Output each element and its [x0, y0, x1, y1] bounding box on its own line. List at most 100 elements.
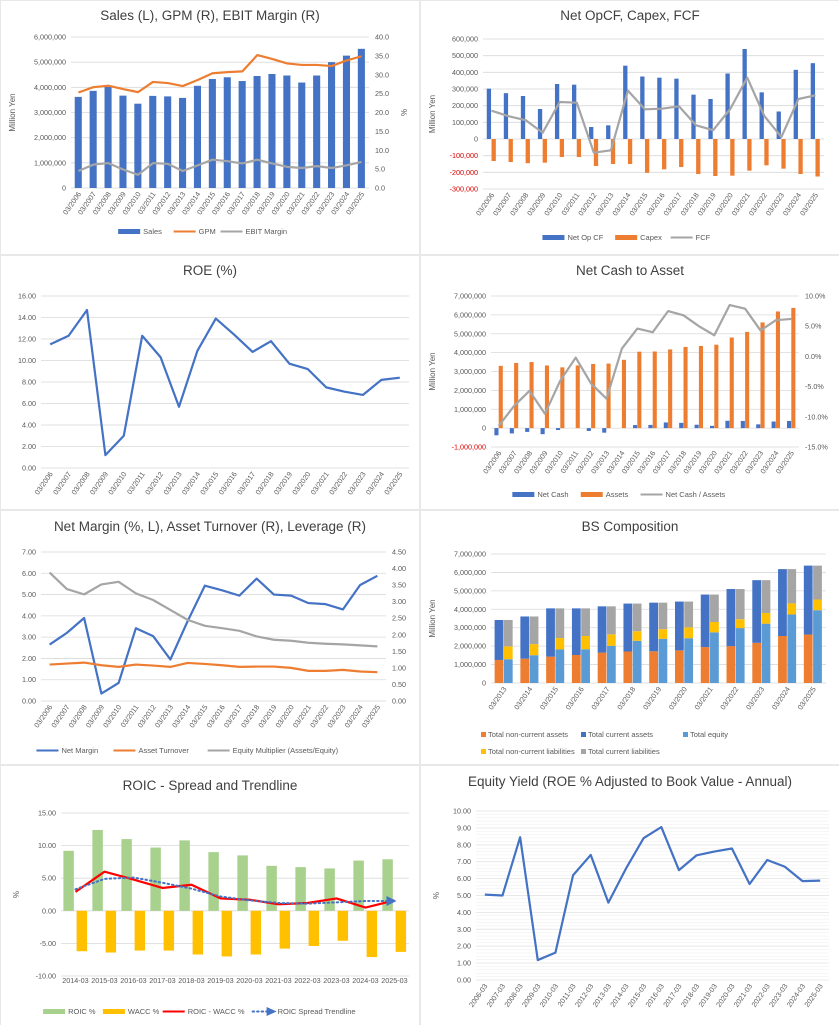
- bar-net-cash: [725, 420, 730, 429]
- bar-assets: [714, 344, 719, 429]
- bar-net-op-cf: [674, 78, 679, 139]
- chart-dupont: Net Margin (%, L), Asset Turnover (R), L…: [1, 511, 419, 764]
- y2-tick-label: 5.0: [375, 165, 385, 174]
- y-tick-label: 1.00: [457, 959, 471, 968]
- y-tick-label: -200,000: [450, 168, 478, 177]
- bar-total-current-assets: [778, 569, 787, 637]
- legend-label: Net Margin: [61, 746, 98, 755]
- bar-total-current-assets: [700, 594, 710, 648]
- y-tick-label: -100,000: [450, 151, 478, 160]
- bar-sales: [238, 81, 246, 188]
- y2-tick-label: 3.50: [392, 581, 406, 590]
- legend-label: GPM: [199, 227, 216, 236]
- bar-wacc-: [76, 910, 88, 952]
- y-tick-label: 4.00: [457, 908, 471, 917]
- bar-net-cash: [786, 420, 792, 429]
- x-tick-label: 03/2025: [360, 703, 382, 729]
- y-tick-label: 4.00: [22, 421, 36, 430]
- bar-assets: [591, 363, 596, 429]
- bar-wacc-: [395, 910, 407, 952]
- bar-total-equity: [658, 638, 668, 683]
- y-tick-label: 2.00: [457, 942, 471, 951]
- x-tick-label: 03/2025: [795, 685, 817, 711]
- legend-label: Total non-current assets: [488, 730, 568, 739]
- bar-net-cash: [586, 428, 591, 431]
- y-tick-label: 400,000: [452, 68, 478, 77]
- y2-tick-label: 15.0: [375, 127, 389, 136]
- y2-tick-label: 2.50: [392, 614, 406, 623]
- x-tick-label: 2016-03: [120, 976, 146, 985]
- y-tick-label: 12.00: [18, 335, 36, 344]
- y-tick-label: 1.00: [22, 675, 36, 684]
- bar-net-cash: [509, 428, 514, 434]
- legend-label: Total current assets: [588, 730, 653, 739]
- bar-total-non-current-assets: [546, 656, 555, 683]
- chart-equity-yield: Equity Yield (ROE % Adjusted to Book Val…: [421, 766, 839, 1025]
- y-axis-label: Million Yen: [428, 599, 437, 637]
- chart-title: Net OpCF, Capex, FCF: [560, 8, 700, 23]
- bar-total-current-liabilities: [813, 565, 822, 600]
- x-tick-label: 2015-03: [91, 976, 117, 985]
- y2-tick-label: 30.0: [375, 70, 389, 79]
- bar-capex: [508, 139, 513, 162]
- chart-cashflow: Net OpCF, Capex, FCF -300,000 -200,000 -100…: [421, 1, 839, 254]
- bar-net-op-cf: [589, 127, 594, 139]
- bar-net-cash: [771, 421, 776, 429]
- y2-tick-label: -5.0%: [805, 382, 824, 391]
- bar-capex: [491, 139, 496, 161]
- y2-tick-label: -10.0%: [805, 412, 828, 421]
- bar-net-op-cf: [742, 49, 747, 139]
- bar-total-non-current-assets: [726, 646, 736, 683]
- bar-net-cash: [679, 422, 684, 429]
- bar-roic-: [63, 850, 74, 911]
- bar-wacc-: [337, 910, 349, 941]
- chart-bs-composition: BS Composition 0 1,000,000 2,000,000 3,000,0…: [421, 511, 839, 764]
- line-ebit-margin: [78, 158, 362, 176]
- bar-net-op-cf: [725, 73, 730, 139]
- y-tick-label: 5,000,000: [454, 329, 486, 338]
- chart-svg: Net OpCF, Capex, FCF -300,000 -200,000 -100…: [428, 8, 824, 242]
- bar-assets: [683, 346, 688, 429]
- y2-tick-label: 0.50: [392, 680, 406, 689]
- line-equity-yield: [484, 825, 821, 962]
- legend-swatch: [512, 492, 535, 497]
- y2-tick-label: 40.0: [375, 33, 389, 42]
- bar-net-op-cf: [606, 125, 611, 139]
- bar-roic-: [382, 859, 393, 911]
- legend-swatch-arrow: [266, 1007, 277, 1016]
- x-tick-label: 03/2014: [512, 685, 534, 711]
- x-tick-label: 2014-03: [62, 976, 88, 985]
- y-tick-label: 3,000,000: [34, 108, 66, 117]
- x-tick-label: 03/2013: [486, 685, 508, 711]
- bar-total-current-assets: [674, 601, 684, 651]
- bar-total-equity: [632, 640, 642, 683]
- bar-total-current-liabilities: [581, 608, 590, 637]
- bar-net-op-cf: [810, 63, 815, 139]
- legend-swatch: [481, 749, 486, 754]
- bar-capex: [559, 139, 565, 157]
- bar-total-equity: [787, 614, 797, 683]
- bar-total-equity: [710, 632, 719, 683]
- bar-total-non-current-liabilities: [658, 629, 668, 639]
- y-tick-label: 2,000,000: [34, 133, 66, 142]
- y-tick-label: 4,000,000: [454, 348, 486, 357]
- bar-assets: [544, 365, 549, 429]
- y-tick-label: 0: [62, 184, 66, 193]
- y-tick-label: 15.00: [38, 809, 56, 818]
- y-tick-label: 4,000,000: [34, 83, 66, 92]
- bar-total-current-assets: [546, 608, 555, 657]
- y-tick-label: 6,000,000: [34, 33, 66, 42]
- legend-label: Total current liabilities: [588, 747, 660, 756]
- y2-tick-label: 0.0%: [805, 352, 822, 361]
- x-tick-label: 2025-03: [381, 976, 407, 985]
- bar-capex: [696, 139, 701, 174]
- bar-total-non-current-assets: [597, 652, 607, 683]
- bar-total-non-current-liabilities: [503, 646, 513, 660]
- y-tick-label: 0.00: [42, 906, 56, 915]
- bar-assets: [560, 367, 565, 429]
- bar-wacc-: [221, 910, 233, 957]
- bar-sales: [74, 96, 82, 188]
- chart-roic-spread: ROIC - Spread and Trendline -10.00 -5.00 0.…: [1, 766, 419, 1025]
- bar-roic-: [353, 860, 364, 911]
- y-tick-label: 2.00: [22, 654, 36, 663]
